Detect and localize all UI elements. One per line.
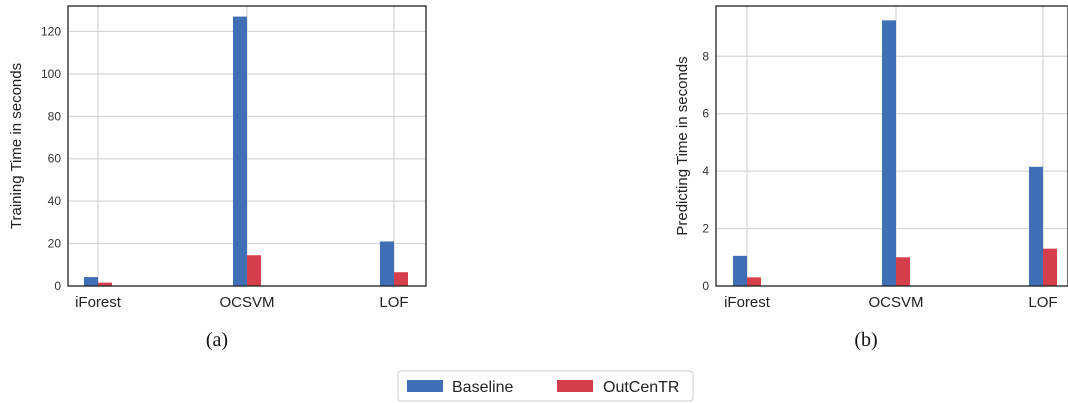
y-axis-label: Predicting Time in seconds <box>674 56 691 235</box>
plot-frame <box>715 5 1068 287</box>
x-tick-label-iforest: iForest <box>724 294 771 311</box>
x-tick-label-iforest: iForest <box>75 294 122 311</box>
chart-panel-a: 0 20 40 60 80 100 120 iForest OCSVM LOF Training… <box>8 5 427 351</box>
caption-a: (a) <box>206 329 228 351</box>
bar-baseline-ocsvm <box>882 20 896 286</box>
bar-outcentr-iforest <box>747 277 761 286</box>
y-tick-label: 60 <box>48 152 62 166</box>
chart-panel-b: 0 2 4 6 8 iForest OCSVM LOF Predicting Time in… <box>674 5 1068 351</box>
y-tick-label: 120 <box>41 24 61 38</box>
bar-baseline-iforest <box>84 277 98 286</box>
y-axis-label: Training Time in seconds <box>8 63 25 229</box>
bar-baseline-lof <box>1029 166 1043 286</box>
y-tick-label: 0 <box>54 279 61 293</box>
caption-b: (b) <box>854 329 877 351</box>
y-tick-label: 100 <box>41 67 61 81</box>
x-tick-label-lof: LOF <box>1028 294 1057 311</box>
y-tick-label: 2 <box>702 222 709 236</box>
bar-outcentr-lof <box>1043 248 1057 286</box>
y-tick-label: 80 <box>48 109 62 123</box>
y-tick-label: 8 <box>702 49 709 63</box>
bar-baseline-lof <box>380 241 394 286</box>
bar-baseline-ocsvm <box>233 16 247 287</box>
legend-label-baseline: Baseline <box>452 379 513 396</box>
y-tick-label: 20 <box>48 237 62 251</box>
bar-outcentr-iforest <box>98 282 112 286</box>
x-tick-label-ocsvm: OCSVM <box>868 294 923 311</box>
bar-baseline-iforest <box>733 255 747 286</box>
bar-outcentr-lof <box>394 272 408 286</box>
legend-swatch-outcentr <box>557 380 593 392</box>
legend-swatch-baseline <box>407 380 443 392</box>
legend-box <box>397 370 694 402</box>
x-tick-label-ocsvm: OCSVM <box>219 294 274 311</box>
plot-frame <box>67 5 427 287</box>
bar-outcentr-ocsvm <box>896 257 910 286</box>
y-tick-label: 40 <box>48 194 62 208</box>
legend-label-outcentr: OutCenTR <box>603 379 679 396</box>
y-tick-label: 6 <box>702 107 709 121</box>
y-tick-label: 0 <box>702 279 709 293</box>
legend: Baseline OutCenTR <box>397 370 694 402</box>
y-tick-label: 4 <box>702 164 709 178</box>
x-tick-label-lof: LOF <box>379 294 408 311</box>
bar-outcentr-ocsvm <box>247 255 261 286</box>
